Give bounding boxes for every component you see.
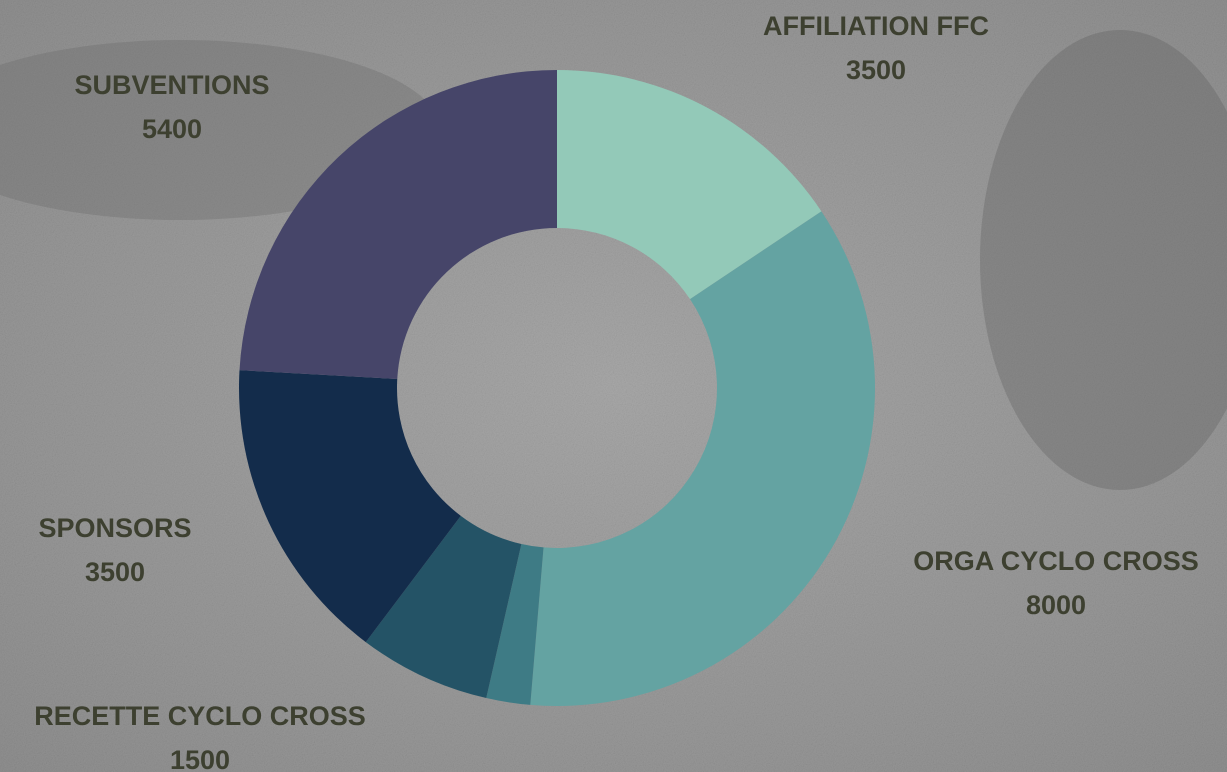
segment-value: 1500 — [170, 745, 230, 772]
donut-segment — [530, 211, 876, 706]
segment-label: RECETTE CYCLO CROSS — [34, 701, 366, 731]
segment-label: SUBVENTIONS — [74, 70, 269, 100]
segment-value: 8000 — [1026, 590, 1086, 620]
donut-segment — [238, 370, 461, 643]
donut-segment — [486, 543, 544, 705]
donut — [238, 70, 876, 706]
donut-segment — [365, 515, 522, 699]
donut-segment — [239, 70, 557, 380]
segment-label: SPONSORS — [38, 513, 191, 543]
shadow — [980, 30, 1227, 490]
segment-label: AFFILIATION FFC — [763, 11, 989, 41]
segment-label: ORGA CYCLO CROSS — [913, 546, 1199, 576]
segment-value: 5400 — [142, 114, 202, 144]
segment-value: 3500 — [85, 557, 145, 587]
segment-value: 3500 — [846, 55, 906, 85]
labels: AFFILIATION FFC 3500 ORGA CYCLO CROSS 8000 R… — [34, 11, 1199, 772]
donut-segment — [557, 70, 822, 300]
